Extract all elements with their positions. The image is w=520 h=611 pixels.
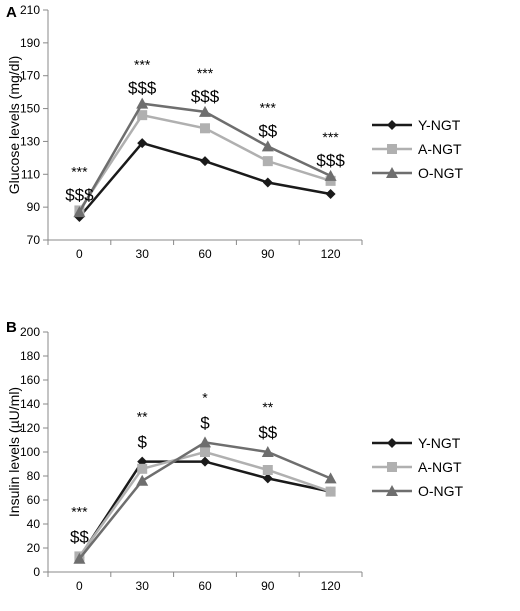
y-tick-label: 150 bbox=[20, 102, 40, 116]
data-point-o-ngt bbox=[73, 206, 86, 218]
significance-dollars: $ bbox=[200, 413, 210, 432]
data-point-a-ngt bbox=[200, 123, 210, 134]
data-point-y-ngt bbox=[262, 177, 273, 188]
x-tick-label: 120 bbox=[321, 247, 341, 261]
legend-marker-a-ngt bbox=[387, 462, 397, 472]
y-tick-label: 40 bbox=[27, 517, 41, 531]
data-point-o-ngt bbox=[136, 97, 149, 109]
data-point-a-ngt bbox=[325, 486, 336, 497]
significance-stars: *** bbox=[134, 57, 151, 73]
y-axis-title: Glucose levels (mg/dl) bbox=[6, 56, 22, 195]
y-tick-label: 120 bbox=[20, 421, 40, 435]
data-point-a-ngt bbox=[137, 463, 148, 474]
y-tick-label: 130 bbox=[20, 134, 40, 148]
y-tick-label: 90 bbox=[27, 200, 41, 214]
significance-stars: ** bbox=[262, 399, 273, 415]
legend-label-a-ngt: A-NGT bbox=[418, 141, 462, 157]
significance-dollars: $$$ bbox=[65, 185, 94, 204]
y-tick-label: 140 bbox=[20, 397, 40, 411]
significance-stars: *** bbox=[71, 163, 88, 179]
significance-dollars: $$$ bbox=[191, 87, 220, 106]
x-tick-label: 120 bbox=[321, 579, 341, 593]
x-tick-label: 60 bbox=[198, 247, 212, 261]
data-point-o-ngt bbox=[261, 446, 274, 457]
legend-label-y-ngt: Y-NGT bbox=[418, 435, 461, 451]
data-point-y-ngt bbox=[262, 473, 273, 484]
x-tick-label: 30 bbox=[136, 247, 150, 261]
y-tick-label: 70 bbox=[27, 233, 41, 247]
significance-stars: *** bbox=[322, 129, 339, 145]
legend-marker-y-ngt bbox=[387, 120, 397, 130]
legend-label-a-ngt: A-NGT bbox=[418, 459, 462, 475]
y-tick-label: 60 bbox=[27, 493, 41, 507]
data-point-y-ngt bbox=[200, 156, 210, 167]
x-tick-label: 90 bbox=[261, 247, 275, 261]
data-point-o-ngt bbox=[324, 472, 337, 484]
y-tick-label: 0 bbox=[33, 565, 40, 579]
y-tick-label: 80 bbox=[27, 469, 41, 483]
x-tick-label: 90 bbox=[261, 579, 275, 593]
significance-stars: * bbox=[202, 389, 208, 405]
x-tick-label: 60 bbox=[198, 579, 212, 593]
x-tick-label: 30 bbox=[136, 579, 150, 593]
data-point-o-ngt bbox=[199, 436, 211, 448]
y-tick-label: 190 bbox=[20, 36, 40, 50]
significance-dollars: $$$ bbox=[128, 79, 157, 98]
legend-marker-a-ngt bbox=[387, 144, 397, 154]
y-tick-label: 210 bbox=[20, 3, 40, 17]
data-point-a-ngt bbox=[200, 447, 210, 457]
significance-stars: ** bbox=[137, 409, 148, 425]
legend-marker-y-ngt bbox=[387, 438, 397, 448]
series-line-y-ngt bbox=[78, 460, 331, 559]
y-tick-label: 180 bbox=[20, 349, 40, 363]
significance-stars: *** bbox=[260, 99, 277, 115]
data-point-a-ngt bbox=[262, 465, 273, 475]
panel-label: B bbox=[6, 319, 17, 336]
data-point-y-ngt bbox=[137, 138, 148, 149]
series-line-a-ngt bbox=[78, 450, 332, 558]
y-tick-label: 110 bbox=[21, 167, 40, 181]
data-point-o-ngt bbox=[136, 474, 149, 486]
data-point-o-ngt bbox=[73, 552, 86, 564]
data-point-y-ngt bbox=[200, 456, 210, 467]
legend-marker-o-ngt bbox=[386, 167, 398, 178]
x-tick-label: 0 bbox=[76, 247, 83, 261]
legend-label-o-ngt: O-NGT bbox=[418, 483, 464, 499]
data-point-o-ngt bbox=[199, 105, 211, 117]
significance-dollars: $$$ bbox=[316, 151, 345, 170]
data-point-o-ngt bbox=[324, 169, 337, 181]
y-tick-label: 20 bbox=[27, 541, 41, 555]
data-point-o-ngt bbox=[261, 140, 274, 152]
panel-label: A bbox=[6, 4, 17, 21]
legend-marker-o-ngt bbox=[386, 485, 398, 496]
legend-label-y-ngt: Y-NGT bbox=[418, 117, 461, 133]
y-axis-title: Insulin levels (µU/ml) bbox=[6, 387, 22, 517]
data-point-a-ngt bbox=[262, 156, 273, 167]
significance-dollars: $ bbox=[137, 433, 147, 452]
significance-stars: *** bbox=[197, 65, 214, 81]
significance-dollars: $$ bbox=[258, 423, 277, 442]
x-tick-label: 0 bbox=[76, 579, 83, 593]
data-point-a-ngt bbox=[137, 110, 148, 121]
panel-a-glucose-chart: A 70 90 110 130 150 170 190 210 0 30 60 90 120 Glucose… bbox=[6, 3, 464, 261]
significance-dollars: $$ bbox=[258, 121, 277, 140]
significance-dollars: $$ bbox=[70, 527, 89, 546]
significance-stars: *** bbox=[71, 503, 88, 519]
y-tick-label: 200 bbox=[20, 325, 40, 339]
data-point-y-ngt bbox=[325, 189, 336, 199]
legend-label-o-ngt: O-NGT bbox=[418, 165, 464, 181]
y-tick-label: 160 bbox=[20, 373, 40, 387]
y-tick-label: 170 bbox=[20, 69, 40, 83]
y-tick-label: 100 bbox=[20, 445, 40, 459]
